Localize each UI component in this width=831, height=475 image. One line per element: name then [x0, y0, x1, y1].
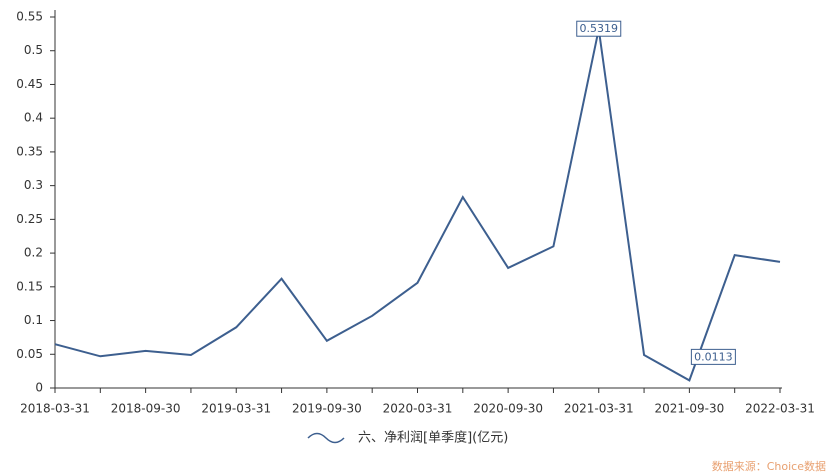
- x-tick-label: 2018-03-31: [20, 402, 90, 416]
- y-tick-label: 0.3: [24, 178, 43, 192]
- y-tick-label: 0.2: [24, 246, 43, 260]
- y-tick-label: 0.15: [16, 279, 43, 293]
- value-label: 0.0113: [694, 350, 733, 363]
- y-tick-label: 0: [35, 381, 43, 395]
- x-tick-label: 2020-03-31: [383, 402, 453, 416]
- value-label-box: [576, 20, 622, 37]
- y-tick-label: 0.35: [16, 144, 43, 158]
- y-tick-label: 0.25: [16, 212, 43, 226]
- x-tick-label: 2020-09-30: [473, 402, 543, 416]
- x-tick-label: 2018-09-30: [111, 402, 181, 416]
- y-tick-label: 0.55: [16, 10, 43, 24]
- x-tick-label: 2021-09-30: [655, 402, 725, 416]
- legend-label: 六、净利润[单季度](亿元): [358, 430, 508, 446]
- x-tick-label: 2019-03-31: [201, 402, 271, 416]
- x-tick-label: 2019-09-30: [292, 402, 362, 416]
- value-label: 0.5319: [580, 22, 619, 35]
- legend-symbol: [307, 432, 345, 444]
- y-tick-label: 0.1: [24, 313, 43, 327]
- x-tick-label: 2021-03-31: [564, 402, 634, 416]
- y-tick-label: 0.4: [24, 111, 43, 125]
- line-series: [54, 29, 781, 382]
- x-tick-label: 2022-03-31: [745, 402, 815, 416]
- value-label-box: [690, 348, 736, 365]
- y-tick-label: 0.5: [24, 43, 43, 57]
- y-tick-label: 0.45: [16, 77, 43, 91]
- source-note: 数据来源：Choice数据: [712, 459, 826, 473]
- y-tick-label: 0.05: [16, 347, 43, 361]
